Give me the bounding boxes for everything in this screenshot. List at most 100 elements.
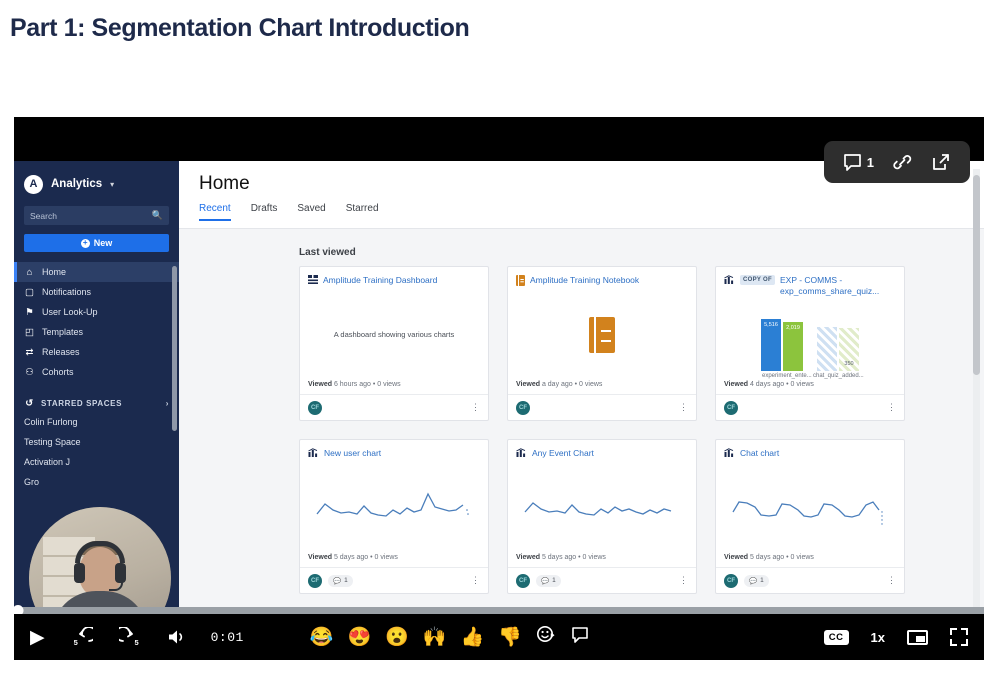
chevron-down-icon: ▾ — [110, 179, 115, 189]
bar-category-label: chat_quiz_added... — [813, 373, 864, 379]
forward-icon — [118, 627, 133, 642]
link-icon — [893, 155, 912, 170]
comment-icon: 💬 — [541, 577, 550, 585]
avatar[interactable]: CF — [724, 573, 738, 588]
copy-of-badge: COPY OF — [740, 275, 775, 285]
comment-count-badge[interactable]: 💬 1 — [328, 574, 353, 587]
workspace-switcher[interactable]: A Analytics ▾ — [24, 171, 169, 197]
new-button[interactable]: + New — [24, 234, 169, 252]
tab-drafts[interactable]: Drafts — [250, 203, 278, 214]
tab-saved[interactable]: Saved — [297, 203, 326, 214]
rewind-5s-button[interactable]: 5 — [71, 627, 93, 647]
sidebar-item-user-lookup[interactable]: ⚑ User Look-Up — [14, 302, 179, 322]
sidebar-scrollbar[interactable] — [172, 266, 177, 431]
picture-in-picture-button[interactable] — [907, 629, 928, 645]
reaction-thumbs-down[interactable]: 👎 — [498, 627, 522, 648]
starred-spaces-icon: ↺ — [25, 397, 34, 409]
reaction-joy[interactable]: 😂 — [309, 627, 334, 648]
video-player[interactable]: A Analytics ▾ Search 🔍 + New ⌂ Home — [14, 117, 984, 660]
viewed-prefix: Viewed — [516, 381, 540, 388]
space-item-growth[interactable]: Gro — [24, 477, 40, 487]
sidebar-item-home[interactable]: ⌂ Home — [14, 262, 179, 282]
avatar[interactable]: CF — [308, 400, 322, 415]
bar: 5,516 — [761, 319, 781, 371]
bar-chart-thumbnail: 5,516 2,019 3 — [755, 319, 865, 371]
tab-starred[interactable]: Starred — [345, 203, 379, 214]
bell-icon: ▢ — [25, 286, 34, 298]
card-title: Any Event Chart — [532, 448, 594, 458]
emoji-picker-icon[interactable] — [536, 625, 557, 649]
sidebar-nav: ⌂ Home ▢ Notifications ⚑ User Look-Up ◰ … — [14, 262, 179, 382]
card-item[interactable]: Amplitude Training Dashboard A dashboard… — [299, 266, 489, 421]
page-scrollbar-thumb[interactable] — [973, 175, 980, 375]
avatar[interactable]: CF — [516, 400, 530, 415]
sidebar-item-notifications[interactable]: ▢ Notifications — [14, 282, 179, 302]
reaction-raised-hands[interactable]: 🙌 — [422, 627, 447, 648]
card-item[interactable]: Amplitude Training Notebook Viewed a day… — [507, 266, 697, 421]
sidebar-item-label: Notifications — [42, 287, 92, 297]
card-menu-button[interactable]: ⋮ — [471, 402, 480, 412]
comment-count-badge[interactable]: 💬 1 — [744, 574, 769, 587]
line-chart-thumbnail — [524, 501, 672, 516]
comment-count: 1 — [866, 154, 874, 170]
avatar[interactable]: CF — [724, 400, 738, 415]
card-menu-button[interactable]: ⋮ — [887, 402, 896, 412]
viewed-prefix: Viewed — [308, 554, 332, 561]
releases-icon: ⇄ — [25, 346, 34, 358]
playback-speed-button[interactable]: 1x — [870, 629, 885, 645]
reaction-heart-eyes[interactable]: 😍 — [347, 627, 372, 648]
fullscreen-button[interactable] — [950, 628, 968, 646]
comment-icon[interactable] — [571, 626, 590, 649]
new-button-label: New — [93, 238, 113, 248]
starred-spaces-label: STARRED SPACES — [41, 398, 123, 408]
card-meta: Viewed 5 days ago • 0 views — [516, 554, 606, 561]
comment-button[interactable]: 1 — [843, 153, 874, 171]
card-menu-button[interactable]: ⋮ — [679, 575, 688, 585]
avatar[interactable]: CF — [516, 573, 530, 588]
space-item-testing-space[interactable]: Testing Space — [24, 437, 81, 447]
play-button[interactable]: ▶ — [30, 626, 45, 648]
space-item-activation[interactable]: Activation J — [24, 457, 71, 467]
space-item-colin-furlong[interactable]: Colin Furlong — [24, 417, 78, 427]
card-menu-button[interactable]: ⋮ — [471, 575, 480, 585]
avatar[interactable]: CF — [308, 573, 322, 588]
card-body — [508, 289, 696, 381]
video-progress-bar[interactable] — [14, 605, 984, 616]
volume-button[interactable] — [167, 628, 187, 646]
chart-icon — [724, 275, 735, 288]
view-count: 0 views — [582, 554, 606, 561]
search-icon: 🔍 — [151, 210, 163, 220]
comment-count-badge[interactable]: 💬 1 — [536, 574, 561, 587]
card-item[interactable]: Any Event Chart Viewed 5 days ago • 0 vi… — [507, 439, 697, 594]
search-input[interactable]: Search 🔍 — [24, 206, 169, 225]
viewed-prefix: Viewed — [516, 554, 540, 561]
comment-icon: 💬 — [333, 577, 342, 585]
comment-icon: 💬 — [749, 577, 758, 585]
tab-recent[interactable]: Recent — [199, 203, 231, 221]
bar-value-label: 350 — [844, 361, 854, 367]
reaction-thumbs-up[interactable]: 👍 — [460, 627, 485, 648]
bar-group-1: 5,516 2,019 — [761, 319, 803, 371]
card-item[interactable]: COPY OF EXP - COMMS - exp_comms_share_qu… — [715, 266, 905, 421]
reaction-surprised[interactable]: 😮 — [385, 627, 409, 648]
copy-link-button[interactable] — [892, 152, 913, 172]
rewind-seconds: 5 — [73, 638, 78, 647]
forward-5s-button[interactable]: 5 — [118, 627, 141, 647]
captions-button[interactable]: CC — [823, 629, 849, 645]
card-footer: CF ⋮ — [508, 394, 696, 420]
viewed-time: 5 days ago — [541, 554, 577, 561]
card-item[interactable]: New user chart Viewed 5 days ago • 0 — [299, 439, 489, 594]
card-title: Chat chart — [740, 448, 780, 458]
plus-icon: + — [80, 238, 90, 248]
sidebar-item-cohorts[interactable]: ⚇ Cohorts — [14, 362, 179, 382]
card-menu-button[interactable]: ⋮ — [887, 575, 896, 585]
sidebar-item-templates[interactable]: ◰ Templates — [14, 322, 179, 342]
card-item[interactable]: Chat chart Viewed 5 days ago — [715, 439, 905, 594]
card-header: Any Event Chart — [508, 440, 696, 461]
starred-spaces-header[interactable]: ↺ STARRED SPACES › — [14, 394, 179, 412]
progress-knob[interactable] — [14, 605, 24, 616]
open-external-button[interactable] — [931, 152, 951, 172]
card-menu-button[interactable]: ⋮ — [679, 402, 688, 412]
sidebar-item-releases[interactable]: ⇄ Releases — [14, 342, 179, 362]
cohorts-icon: ⚇ — [25, 366, 34, 378]
